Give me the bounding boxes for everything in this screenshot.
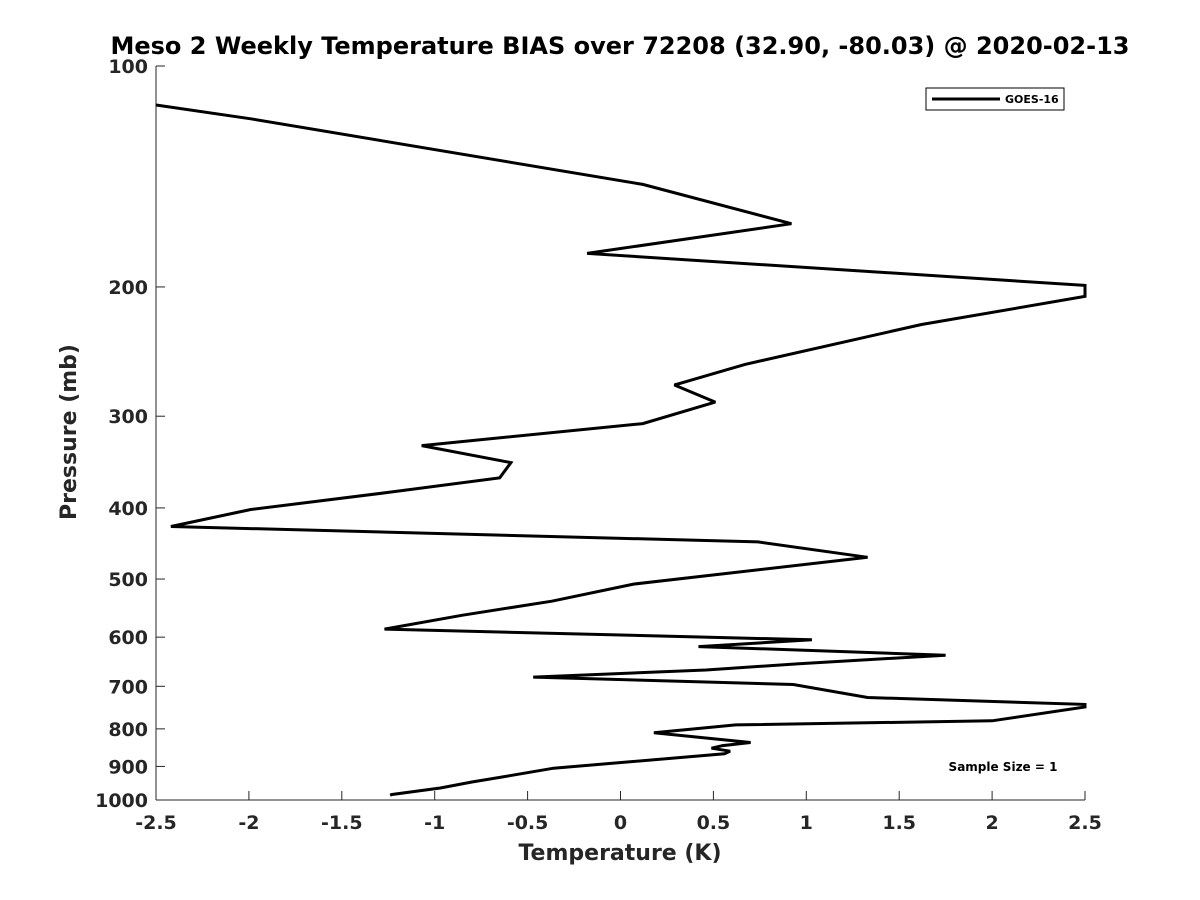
y-axis-label: Pressure (mb) [57, 344, 82, 520]
y-tick-label: 900 [108, 756, 148, 778]
legend-label-goes-16: GOES-16 [1005, 93, 1059, 106]
legend: GOES-16 [925, 87, 1065, 111]
series-line-goes-16 [155, 103, 1087, 797]
y-tick-label: 600 [108, 627, 148, 649]
x-tick-label: -1 [424, 812, 445, 834]
x-tick-label: 0 [614, 812, 627, 834]
x-tick-label: 2 [985, 812, 998, 834]
x-tick-label: 2.5 [1068, 812, 1102, 834]
y-tick-label: 300 [108, 406, 148, 428]
x-tick-label: 0.5 [697, 812, 731, 834]
y-tick-label: 400 [108, 498, 148, 520]
plot-area: -2.5 -2 -1.5 -1 -0.5 0 0.5 1 1.5 2 2.5 100 200 300 400… [95, 56, 1102, 834]
x-tick-label: 1.5 [882, 812, 916, 834]
y-tick-label: 800 [108, 719, 148, 741]
y-tick-label: 700 [108, 676, 148, 698]
chart-title: Meso 2 Weekly Temperature BIAS over 7220… [110, 32, 1129, 60]
x-tick-label: 1 [800, 812, 813, 834]
y-tick-label: 100 [108, 56, 148, 78]
x-tick-label: -0.5 [507, 812, 549, 834]
x-tick-label: -2.5 [135, 812, 177, 834]
x-tick-label: -1.5 [321, 812, 363, 834]
x-tick-label: -2 [238, 812, 259, 834]
x-axis-label: Temperature (K) [518, 841, 721, 866]
y-tick-label: 200 [108, 277, 148, 299]
y-tick-label: 500 [108, 569, 148, 591]
sample-size-annotation: Sample Size = 1 [949, 760, 1058, 774]
y-tick-label: 1000 [95, 790, 148, 812]
